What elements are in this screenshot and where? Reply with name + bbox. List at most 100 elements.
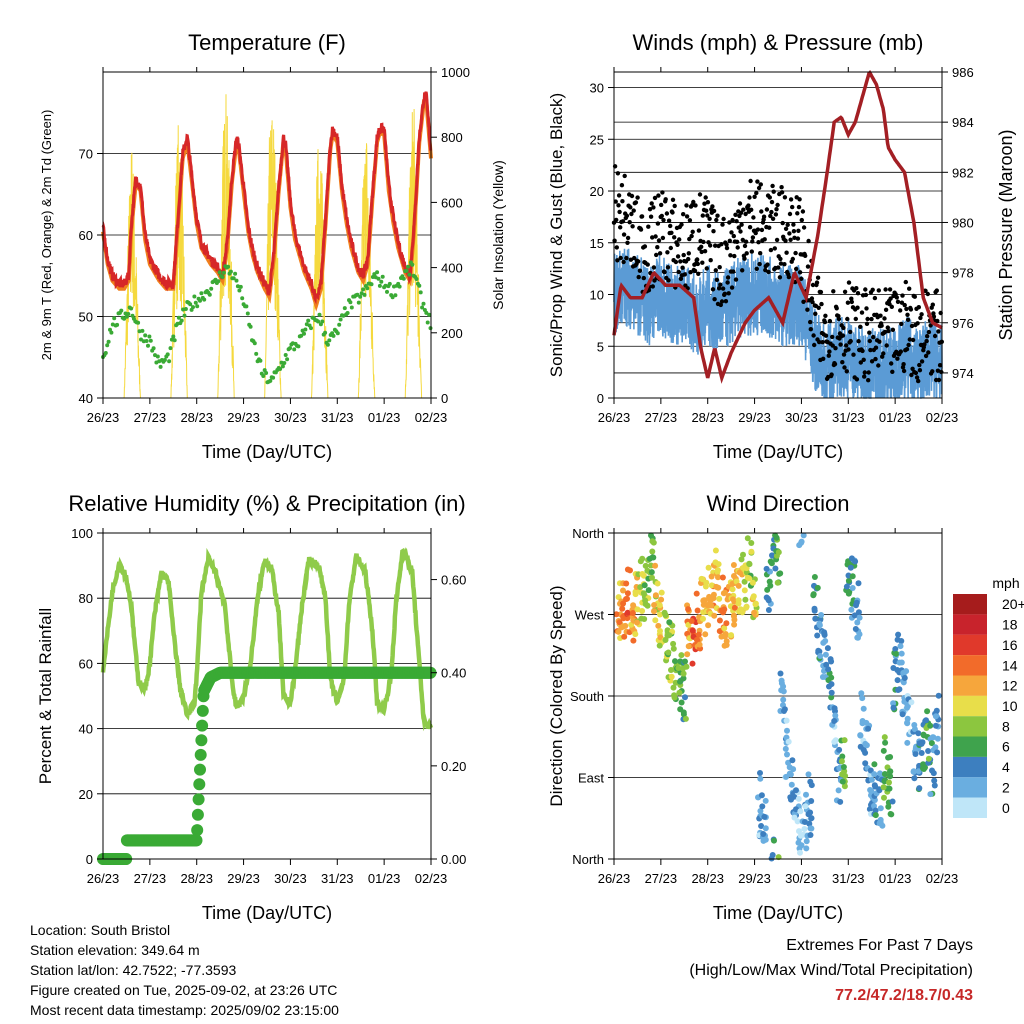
direction-point: [693, 590, 700, 597]
gust-point: [722, 291, 727, 296]
gust-point: [665, 265, 671, 270]
gust-point: [741, 207, 746, 212]
gust-point: [660, 190, 665, 195]
gust-point: [769, 209, 774, 215]
direction-point: [858, 690, 865, 697]
gust-point: [628, 257, 634, 262]
direction-point: [656, 642, 663, 649]
gust-point: [787, 211, 793, 217]
gust-point: [648, 214, 654, 219]
gust-point: [778, 256, 783, 262]
gust-point: [655, 245, 660, 250]
direction-point: [773, 534, 780, 541]
direction-point: [931, 777, 938, 784]
direction-point: [629, 610, 636, 616]
direction-point: [649, 548, 656, 555]
gust-point: [759, 209, 764, 214]
gust-point: [887, 287, 893, 292]
gust-point: [742, 243, 748, 249]
gust-point: [629, 211, 634, 217]
gust-point: [788, 197, 794, 202]
temperature-chart: Temperature (F) Time (Day/UTC) 26/23 27/23 2…: [39, 30, 506, 462]
dewpoint-point: [376, 276, 381, 281]
gust-point: [712, 297, 717, 302]
gust-point: [903, 279, 908, 285]
gust-point: [823, 333, 829, 338]
gust-point: [621, 259, 626, 265]
gust-point: [659, 202, 664, 208]
gust-point: [727, 220, 732, 225]
gust-point: [740, 237, 745, 243]
humidity-chart: Relative Humidity (%) & Precipitation (i…: [36, 491, 466, 923]
direction-point: [811, 574, 818, 580]
gust-point: [915, 321, 920, 326]
gust-point: [862, 370, 867, 375]
dewpoint-point: [331, 333, 336, 338]
x-axis-label: Time (Day/UTC): [202, 442, 332, 462]
direction-point: [741, 587, 748, 594]
dewpoint-point: [401, 276, 406, 281]
gust-point: [901, 368, 907, 374]
gust-point: [721, 216, 726, 222]
direction-point: [630, 637, 637, 644]
gust-point: [687, 218, 693, 223]
dewpoint-point: [380, 274, 385, 279]
gust-point: [705, 200, 711, 205]
gust-point: [790, 256, 795, 262]
gust-point: [720, 222, 725, 227]
y-tick-label: 70: [79, 147, 93, 162]
direction-point: [817, 653, 824, 659]
direction-point: [806, 820, 813, 827]
dewpoint-point: [109, 330, 114, 335]
direction-point: [654, 580, 661, 587]
direction-point: [854, 619, 861, 626]
direction-point: [837, 798, 844, 805]
gust-point: [669, 230, 674, 235]
direction-point: [860, 705, 867, 712]
x-axis-label: Time (Day/UTC): [713, 903, 843, 923]
gust-point: [806, 238, 811, 244]
direction-point: [930, 734, 937, 741]
direction-point: [632, 591, 639, 598]
gust-point: [878, 313, 883, 318]
direction-point: [624, 566, 631, 573]
gust-point: [918, 315, 923, 321]
gust-point: [666, 278, 671, 283]
gust-point: [786, 274, 792, 280]
x-tick-label: 27/23: [645, 410, 678, 425]
direction-point: [855, 609, 862, 616]
direction-point: [823, 661, 830, 668]
gust-series: [611, 164, 944, 384]
gust-point: [652, 195, 658, 201]
gust-point: [876, 363, 881, 368]
direction-point: [892, 646, 899, 652]
gust-point: [898, 308, 903, 313]
y-tick-label: 60: [79, 656, 93, 671]
x-tick-label: 02/23: [415, 871, 448, 886]
direction-point: [807, 832, 814, 838]
gust-point: [707, 216, 712, 221]
gust-point: [831, 289, 836, 294]
gust-point: [846, 347, 851, 352]
gust-point: [734, 219, 739, 224]
gust-point: [916, 305, 921, 310]
direction-point: [665, 649, 672, 656]
dewpoint-point: [106, 339, 111, 344]
direction-point: [738, 556, 745, 563]
dewpoint-point: [217, 270, 222, 275]
gust-point: [774, 207, 779, 212]
gust-point: [767, 195, 772, 200]
direction-point: [723, 620, 730, 627]
gust-point: [908, 307, 914, 312]
dewpoint-point: [338, 317, 343, 322]
gust-point: [894, 295, 899, 300]
dewpoint-point: [158, 364, 163, 369]
dewpoint-point: [115, 322, 120, 327]
y-tick-label: 0: [597, 391, 604, 406]
gust-point: [742, 256, 747, 261]
gust-point: [813, 311, 818, 316]
gust-point: [716, 286, 722, 291]
gust-point: [845, 300, 851, 305]
direction-point: [887, 773, 894, 780]
gust-point: [810, 282, 816, 288]
